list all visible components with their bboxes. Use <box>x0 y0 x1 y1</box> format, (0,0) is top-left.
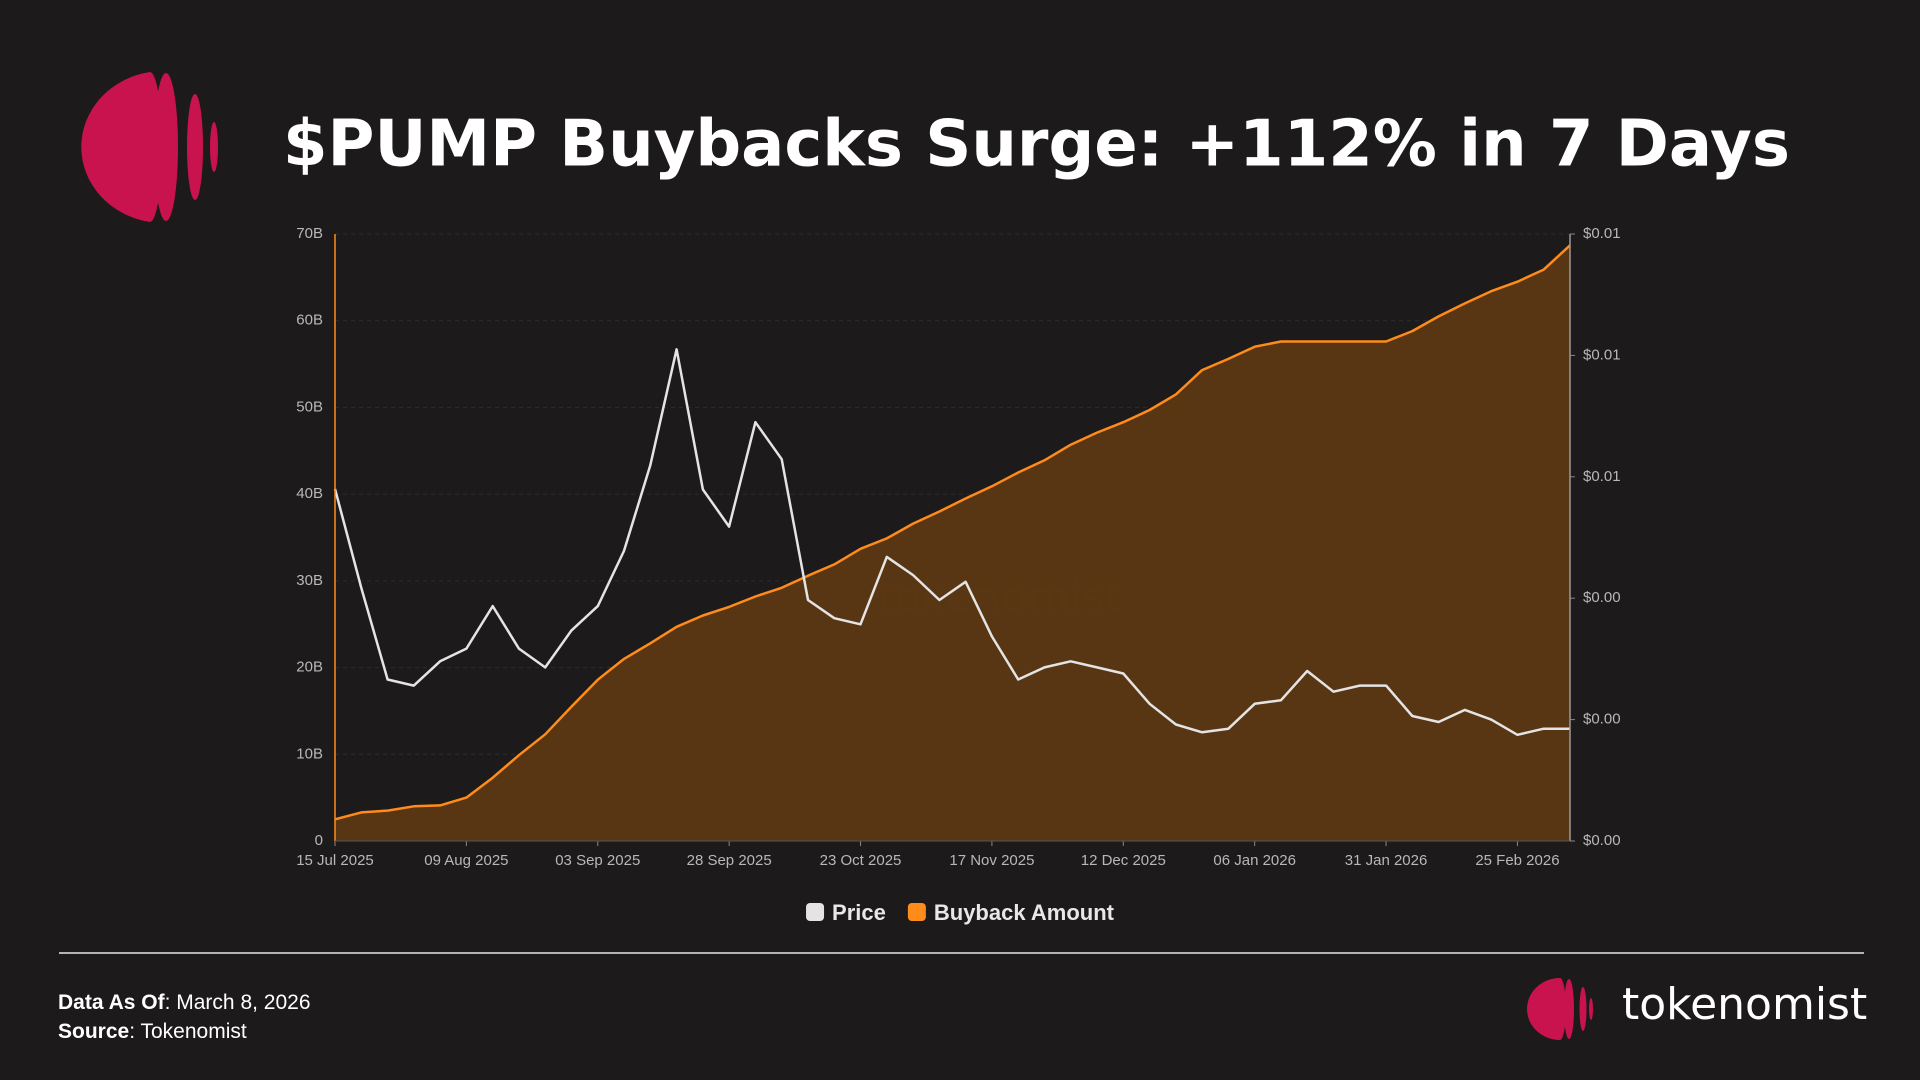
line <box>334 244 1571 821</box>
title: $PUMP Buybacks Surge: +112% in 7 Days <box>283 108 1790 182</box>
legend-swatch <box>806 903 825 921</box>
y2-tick-label: $0.00 <box>1583 832 1621 849</box>
legend-label: Price <box>832 900 886 925</box>
brand-logo <box>1527 978 1593 1040</box>
y-tick-label: 40B <box>296 485 323 502</box>
y2-tick-label: $0.01 <box>1583 225 1621 242</box>
x-tick-label: 12 Dec 2025 <box>1081 852 1166 869</box>
logo <box>81 72 218 222</box>
y-tick-label: 10B <box>296 745 323 762</box>
y-tick-label: 30B <box>296 572 323 589</box>
x-tick-label: 23 Oct 2025 <box>820 852 902 869</box>
y-tick-label: 50B <box>296 398 323 415</box>
value: : March 8, 2026 <box>164 991 311 1014</box>
legend: Price Buyback Amount <box>806 900 1115 925</box>
legend-swatch <box>907 903 926 921</box>
x-tick-label: 28 Sep 2025 <box>687 852 772 869</box>
y-tick-label: 20B <box>296 659 323 676</box>
x-tick-label: 03 Sep 2025 <box>555 852 640 869</box>
footer: Data As Of: March 8, 2026 Source: Tokeno… <box>58 988 311 1046</box>
x-tick-label: 15 Jul 2025 <box>296 852 374 869</box>
x-tick-label: 31 Jan 2026 <box>1345 852 1428 869</box>
y2-tick-label: $0.00 <box>1583 711 1621 728</box>
x-tick-label: 25 Feb 2026 <box>1475 852 1559 869</box>
line <box>333 348 1570 737</box>
y-tick-label: 60B <box>296 312 323 329</box>
area <box>335 245 1570 842</box>
y-tick-label: 0 <box>315 832 323 849</box>
x-tick-label: 17 Nov 2025 <box>949 852 1034 869</box>
brand-name: tokenomist <box>1622 979 1867 1030</box>
source: Source: Tokenomist <box>58 1017 311 1046</box>
legend-label: Buyback Amount <box>934 900 1115 925</box>
value: : Tokenomist <box>129 1020 247 1043</box>
y2-tick-label: $0.00 <box>1583 589 1621 606</box>
x-tick-label: 09 Aug 2025 <box>424 852 508 869</box>
x-tick-label: 06 Jan 2026 <box>1213 852 1296 869</box>
label: Data As Of <box>58 991 165 1014</box>
y-tick-label: 70B <box>296 225 323 242</box>
y2-tick-label: $0.01 <box>1583 346 1621 363</box>
y2-tick-label: $0.01 <box>1583 468 1621 485</box>
label: Source <box>58 1020 130 1043</box>
data-as-of: Data As Of: March 8, 2026 <box>58 988 311 1017</box>
